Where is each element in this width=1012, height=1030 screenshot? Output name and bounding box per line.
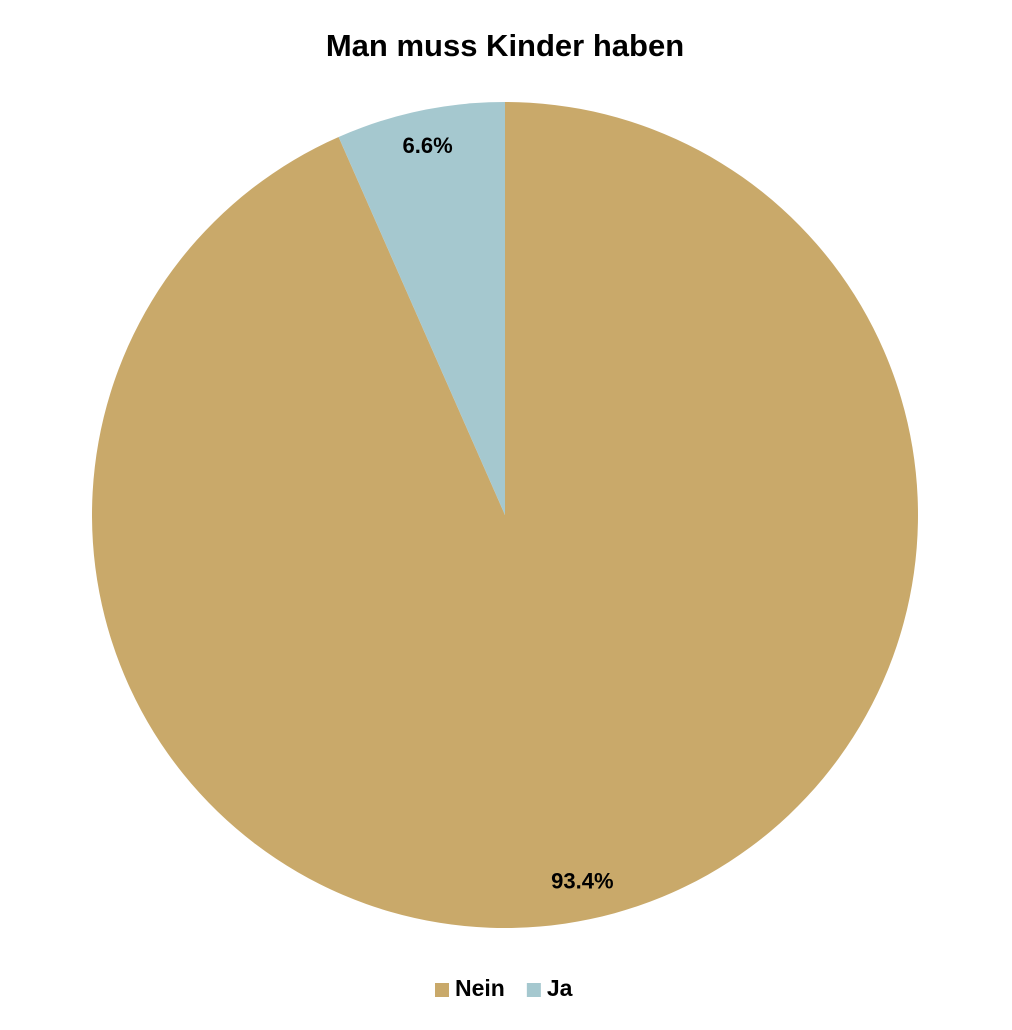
chart-title: Man muss Kinder haben <box>326 28 684 63</box>
legend-swatch <box>526 983 541 997</box>
legend-swatch <box>435 983 449 997</box>
legend-label: Nein <box>455 975 505 1001</box>
pie-slice <box>338 102 505 515</box>
data-label: 6.6% <box>403 133 453 158</box>
data-label: 93.4% <box>551 869 613 894</box>
legend-label: Ja <box>547 975 573 1001</box>
